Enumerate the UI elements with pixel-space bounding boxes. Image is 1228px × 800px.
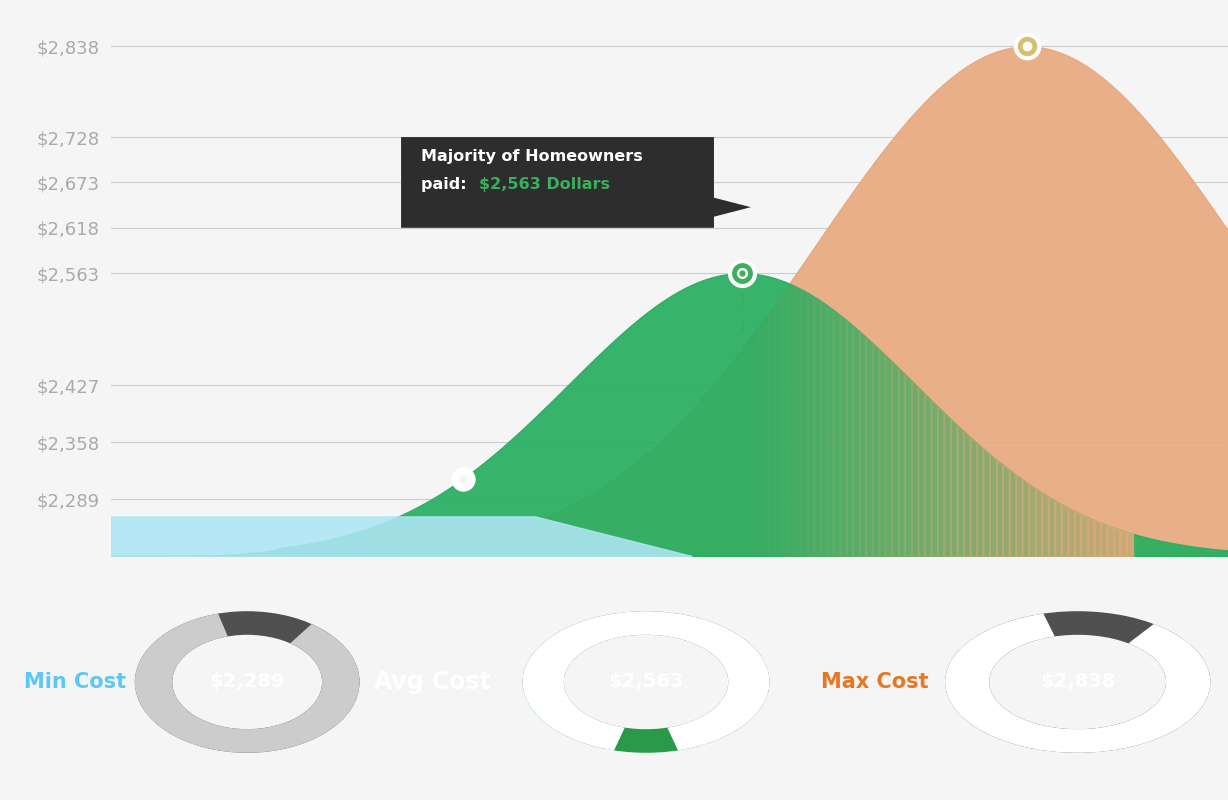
Wedge shape [135,614,360,753]
Text: $2,563 Dollars: $2,563 Dollars [479,177,610,192]
Text: paid:: paid: [421,177,473,192]
Text: Max Cost: Max Cost [820,672,928,692]
Text: Min Cost: Min Cost [23,672,126,692]
Text: $2,563: $2,563 [608,673,684,691]
Wedge shape [135,611,360,753]
Text: Avg Cost: Avg Cost [373,670,490,694]
Polygon shape [702,195,750,219]
Wedge shape [946,611,1211,753]
Wedge shape [523,611,770,753]
Wedge shape [946,614,1211,753]
Text: $2,838: $2,838 [1040,673,1115,691]
Text: $2,289: $2,289 [210,673,285,691]
Wedge shape [523,611,770,750]
FancyBboxPatch shape [402,137,713,228]
Text: Majority of Homeowners: Majority of Homeowners [421,150,643,165]
